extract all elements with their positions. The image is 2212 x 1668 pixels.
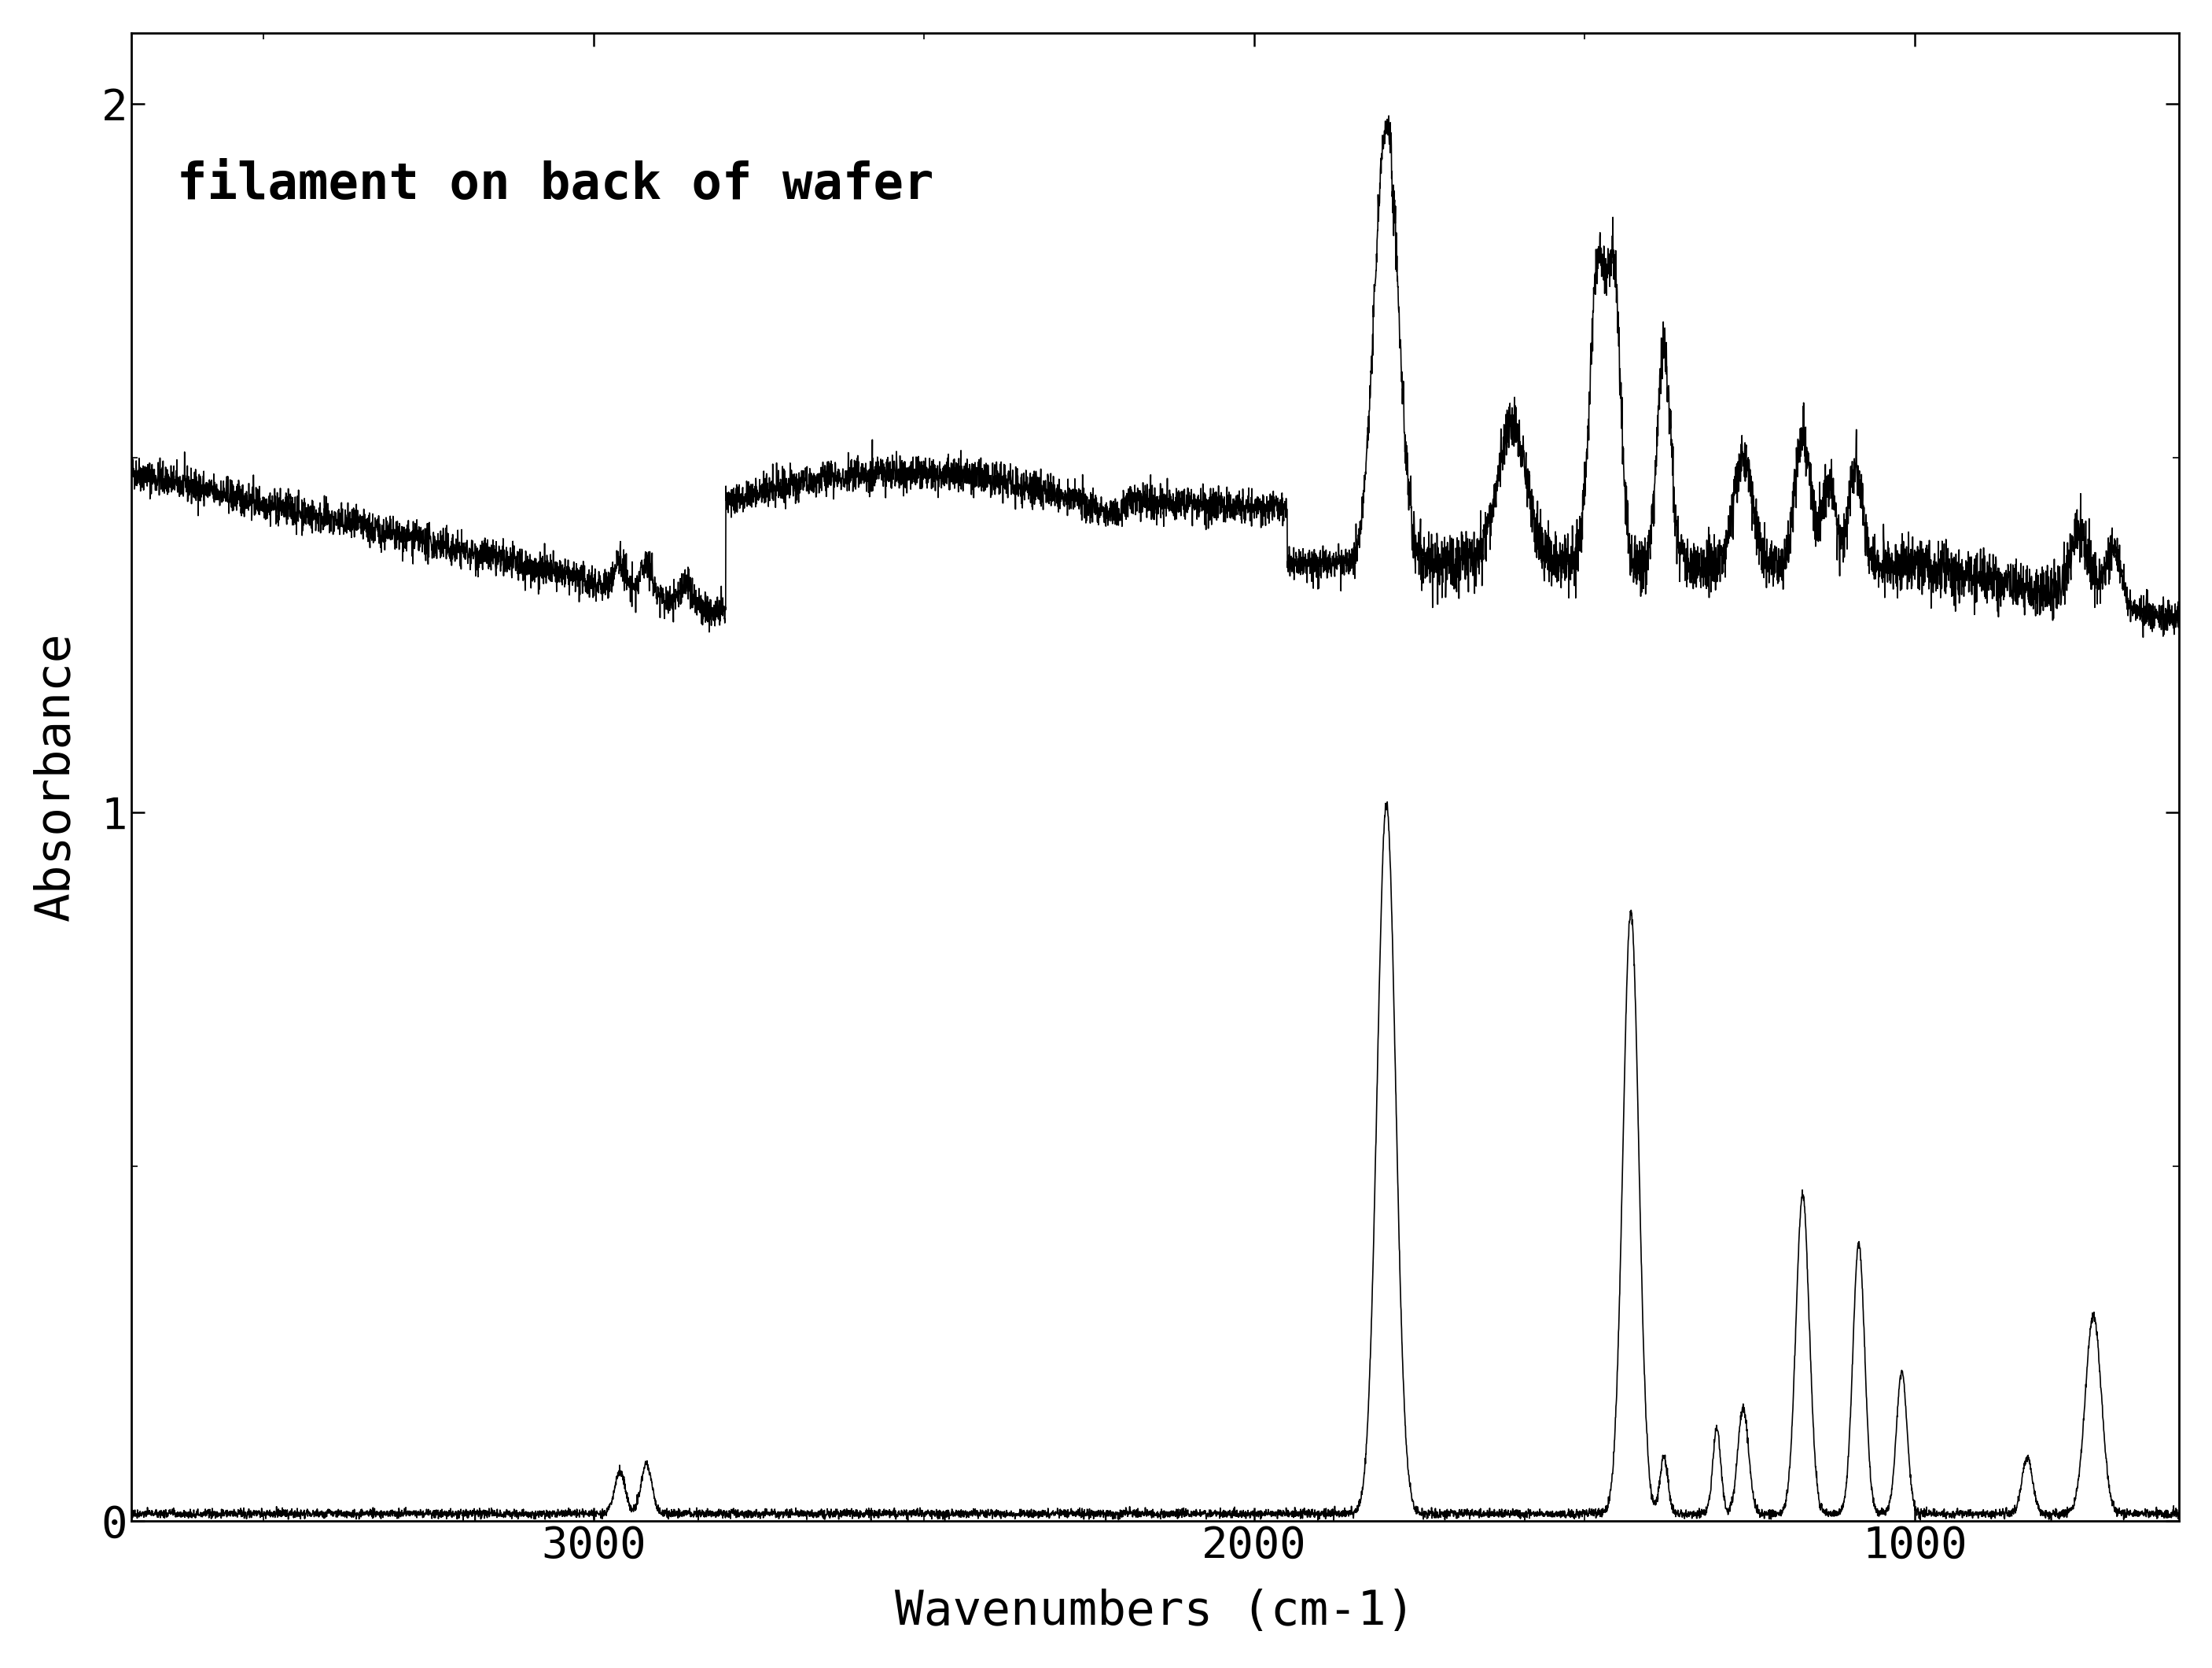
Text: filament on back of wafer: filament on back of wafer [177, 160, 933, 208]
X-axis label: Wavenumbers (cm-1): Wavenumbers (cm-1) [896, 1590, 1416, 1635]
Y-axis label: Absorbance: Absorbance [33, 632, 80, 921]
